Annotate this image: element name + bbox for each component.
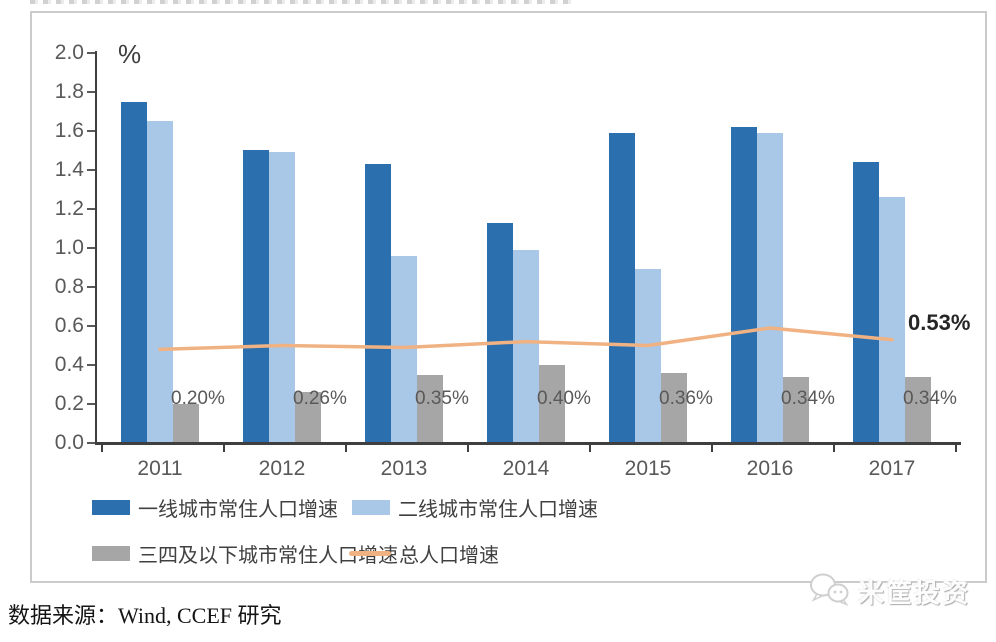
watermark: 米筐投资 [808, 572, 970, 610]
watermark-text: 米筐投资 [858, 577, 971, 608]
bar [391, 256, 417, 443]
bar-data-label: 0.40% [537, 388, 591, 409]
x-axis-tick [345, 445, 347, 452]
y-axis-tick [87, 286, 95, 288]
y-axis-tick-label: 2.0 [54, 41, 84, 64]
legend-item: 二线城市常住人口增速 [352, 495, 598, 521]
bar [173, 404, 199, 443]
y-axis-tick-label: 0.2 [54, 392, 84, 415]
bar [417, 375, 443, 443]
bar [853, 162, 879, 443]
wechat-chat-bubbles-icon [810, 573, 849, 607]
y-axis-tick-label: 1.2 [54, 197, 84, 220]
bar [783, 377, 809, 443]
x-axis-tick [711, 445, 713, 452]
bar-data-label: 0.35% [415, 388, 469, 409]
y-axis-tick-label: 1.4 [54, 158, 84, 181]
legend-item: 一线城市常住人口增速 [92, 495, 338, 521]
y-axis-tick [87, 52, 95, 54]
y-axis-tick-label: 0.8 [54, 275, 84, 298]
bar-data-label: 0.34% [903, 388, 957, 409]
legend-line-swatch [349, 550, 391, 556]
bar-data-label: 0.26% [293, 388, 347, 409]
legend-color-swatch [92, 545, 130, 561]
line-end-value-label: 0.53% [908, 310, 971, 335]
bar-data-label: 0.36% [659, 388, 713, 409]
x-axis-tick [101, 445, 103, 452]
y-axis-tick-label: 0.0 [54, 431, 84, 454]
y-axis-line [95, 51, 97, 443]
bar [147, 121, 173, 443]
x-axis-category-label: 2013 [380, 457, 428, 480]
bar [609, 133, 635, 443]
y-axis-tick [87, 364, 95, 366]
data-source-note: 数据来源：Wind, CCEF 研究 [8, 603, 282, 628]
bar [539, 365, 565, 443]
legend-label: 二线城市常住人口增速 [398, 498, 598, 521]
y-axis-tick-label: 0.6 [54, 314, 84, 337]
x-axis-category-label: 2012 [258, 457, 306, 480]
x-axis-category-label: 2016 [746, 457, 794, 480]
legend-label: 三四及以下城市常住人口增速 [138, 544, 398, 567]
bar [731, 127, 757, 443]
x-axis-tick [589, 445, 591, 452]
legend-item: 总人口增速 [349, 541, 499, 567]
x-axis-category-label: 2014 [502, 457, 550, 480]
chart-frame: % 0.0 0.2 0.4 0.6 0.8 1.0 1.2 1.4 1.6 1.8 2.0 0.20%… [30, 11, 987, 583]
bar [905, 377, 931, 443]
x-axis-tick [955, 445, 957, 452]
legend-color-swatch [352, 499, 390, 515]
y-axis-tick-label: 1.8 [54, 80, 84, 103]
bar [269, 152, 295, 443]
x-axis-category-label: 2015 [624, 457, 672, 480]
y-axis-tick [87, 169, 95, 171]
bar [661, 373, 687, 443]
y-axis-tick [87, 130, 95, 132]
bar-data-label: 0.20% [171, 388, 225, 409]
y-axis-tick-label: 1.6 [54, 119, 84, 142]
bar [757, 133, 783, 443]
y-axis-tick [87, 442, 95, 444]
total-population-growth-line [158, 326, 894, 352]
bar [635, 269, 661, 443]
bar-data-label: 0.34% [781, 388, 835, 409]
bar [879, 197, 905, 443]
x-axis-category-label: 2011 [137, 457, 183, 480]
bar [243, 150, 269, 443]
x-axis-tick [223, 445, 225, 452]
legend-label: 总人口增速 [399, 544, 499, 567]
y-axis-tick [87, 91, 95, 93]
x-axis-category-label: 2017 [868, 457, 916, 480]
legend-item: 三四及以下城市常住人口增速 [92, 541, 398, 567]
y-axis-unit-label: % [118, 39, 142, 69]
y-axis-tick [87, 403, 95, 405]
x-axis-tick [833, 445, 835, 452]
y-axis-tick-label: 0.4 [54, 353, 84, 376]
bar [295, 392, 321, 443]
bar [365, 164, 391, 443]
bar [121, 102, 147, 443]
cropped-title-remnant [30, 0, 575, 4]
x-axis-tick [467, 445, 469, 452]
legend-label: 一线城市常住人口增速 [138, 498, 338, 521]
x-axis-line [95, 442, 961, 445]
y-axis-tick [87, 247, 95, 249]
y-axis-tick [87, 325, 95, 327]
y-axis-tick-label: 1.0 [54, 236, 84, 259]
y-axis-tick [87, 208, 95, 210]
legend-color-swatch [92, 499, 130, 515]
bar [487, 223, 513, 443]
bar [513, 250, 539, 443]
